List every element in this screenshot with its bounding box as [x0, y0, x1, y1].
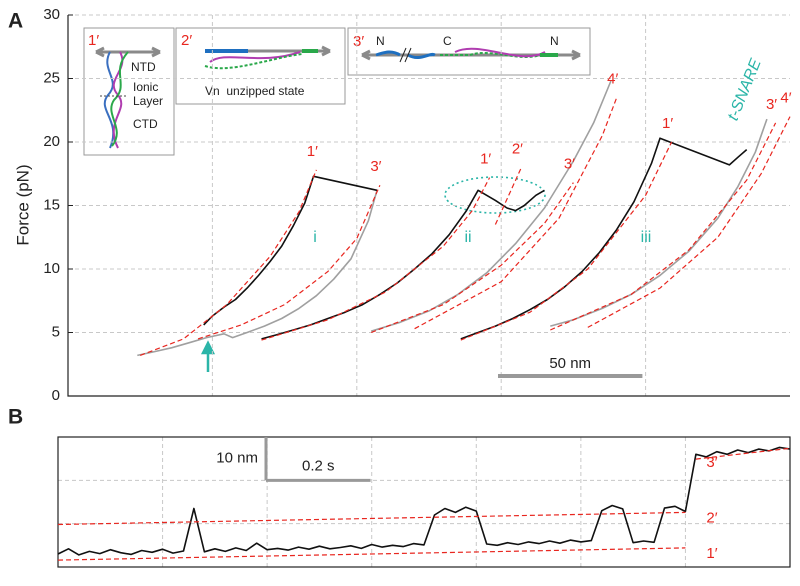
curve-label: 1′: [480, 151, 491, 168]
fit-curve: [139, 169, 317, 356]
curve-label: 2′: [706, 509, 717, 526]
y-tick-label: 0: [52, 387, 60, 404]
fit-curve: [57, 511, 686, 526]
break-mark: [399, 47, 412, 63]
trace: [550, 118, 768, 327]
inset-text: N: [550, 34, 559, 48]
fit-curve: [197, 184, 381, 340]
inset: 3′ N C N: [347, 27, 591, 76]
y-tick-label: 10: [43, 260, 60, 277]
inset: 1′ NTD Ionic Layer CTD: [83, 27, 175, 156]
inset: 2′ Vn unzipped state: [175, 27, 346, 105]
panel-label: A: [8, 10, 23, 33]
fit-curve: [460, 141, 673, 341]
y-tick-label: 20: [43, 133, 60, 150]
trace: [370, 80, 612, 332]
annotation: t-SNARE: [725, 56, 765, 123]
y-tick-label: 15: [43, 196, 60, 213]
inset-label: 3′: [353, 33, 364, 50]
axis-box: [57, 436, 791, 568]
fit-curve: [414, 97, 618, 330]
fit-curve: [494, 167, 522, 225]
curve-label: 1′: [307, 143, 318, 160]
curve-label: 3′: [766, 96, 777, 113]
inset-text: C: [443, 34, 452, 48]
inset-label: 2′: [181, 32, 192, 49]
helix: [103, 51, 115, 149]
inset-text: Layer: [133, 94, 163, 108]
trace: [460, 137, 748, 340]
fit-curve: [57, 547, 686, 561]
curve-label: 3′: [564, 156, 575, 173]
inset-text: NTD: [131, 60, 156, 74]
inset-text: Ionic: [133, 80, 158, 94]
helix: [440, 51, 541, 59]
helix: [454, 47, 546, 58]
curve-label: 2′: [512, 140, 523, 157]
trace: [137, 190, 378, 357]
annotation: iii: [641, 229, 652, 246]
inset-text: Vn unzipped state: [205, 84, 305, 98]
inset-text: N: [376, 34, 385, 48]
inset-text: CTD: [133, 117, 158, 131]
helix: [209, 51, 301, 63]
curve-label: 4′: [780, 90, 791, 107]
inset-box: [175, 27, 346, 105]
y-axis-label: Force (pN): [13, 164, 32, 245]
highlight-ellipse: [444, 176, 546, 214]
curve-label: 4′: [607, 71, 618, 88]
curve-label: 1′: [706, 545, 717, 562]
fit-curve: [587, 116, 791, 328]
fit-curve: [370, 182, 574, 334]
trace: [203, 175, 378, 326]
trace: [261, 189, 545, 340]
annotation: i: [313, 229, 317, 246]
panel-label: B: [8, 406, 23, 429]
scale-bar-label: 50 nm: [549, 355, 591, 372]
annotation: ii: [464, 229, 471, 246]
y-tick-label: 5: [52, 323, 60, 340]
trace: [57, 446, 791, 556]
fit-curve: [261, 177, 491, 341]
fit-curve: [550, 122, 777, 331]
y-tick-label: 25: [43, 69, 60, 86]
inset-label: 1′: [88, 32, 99, 49]
curve-label: 3′: [706, 454, 717, 471]
pointer-arrow: [200, 340, 216, 372]
helix: [110, 51, 129, 147]
y-tick-label: 30: [43, 6, 60, 23]
helix: [375, 50, 436, 60]
scale-bar-label: 0.2 s: [302, 457, 335, 474]
scale-bar-label: 10 nm: [216, 450, 258, 467]
curve-label: 3′: [370, 158, 381, 175]
helix: [204, 53, 303, 70]
curve-label: 1′: [662, 115, 673, 132]
